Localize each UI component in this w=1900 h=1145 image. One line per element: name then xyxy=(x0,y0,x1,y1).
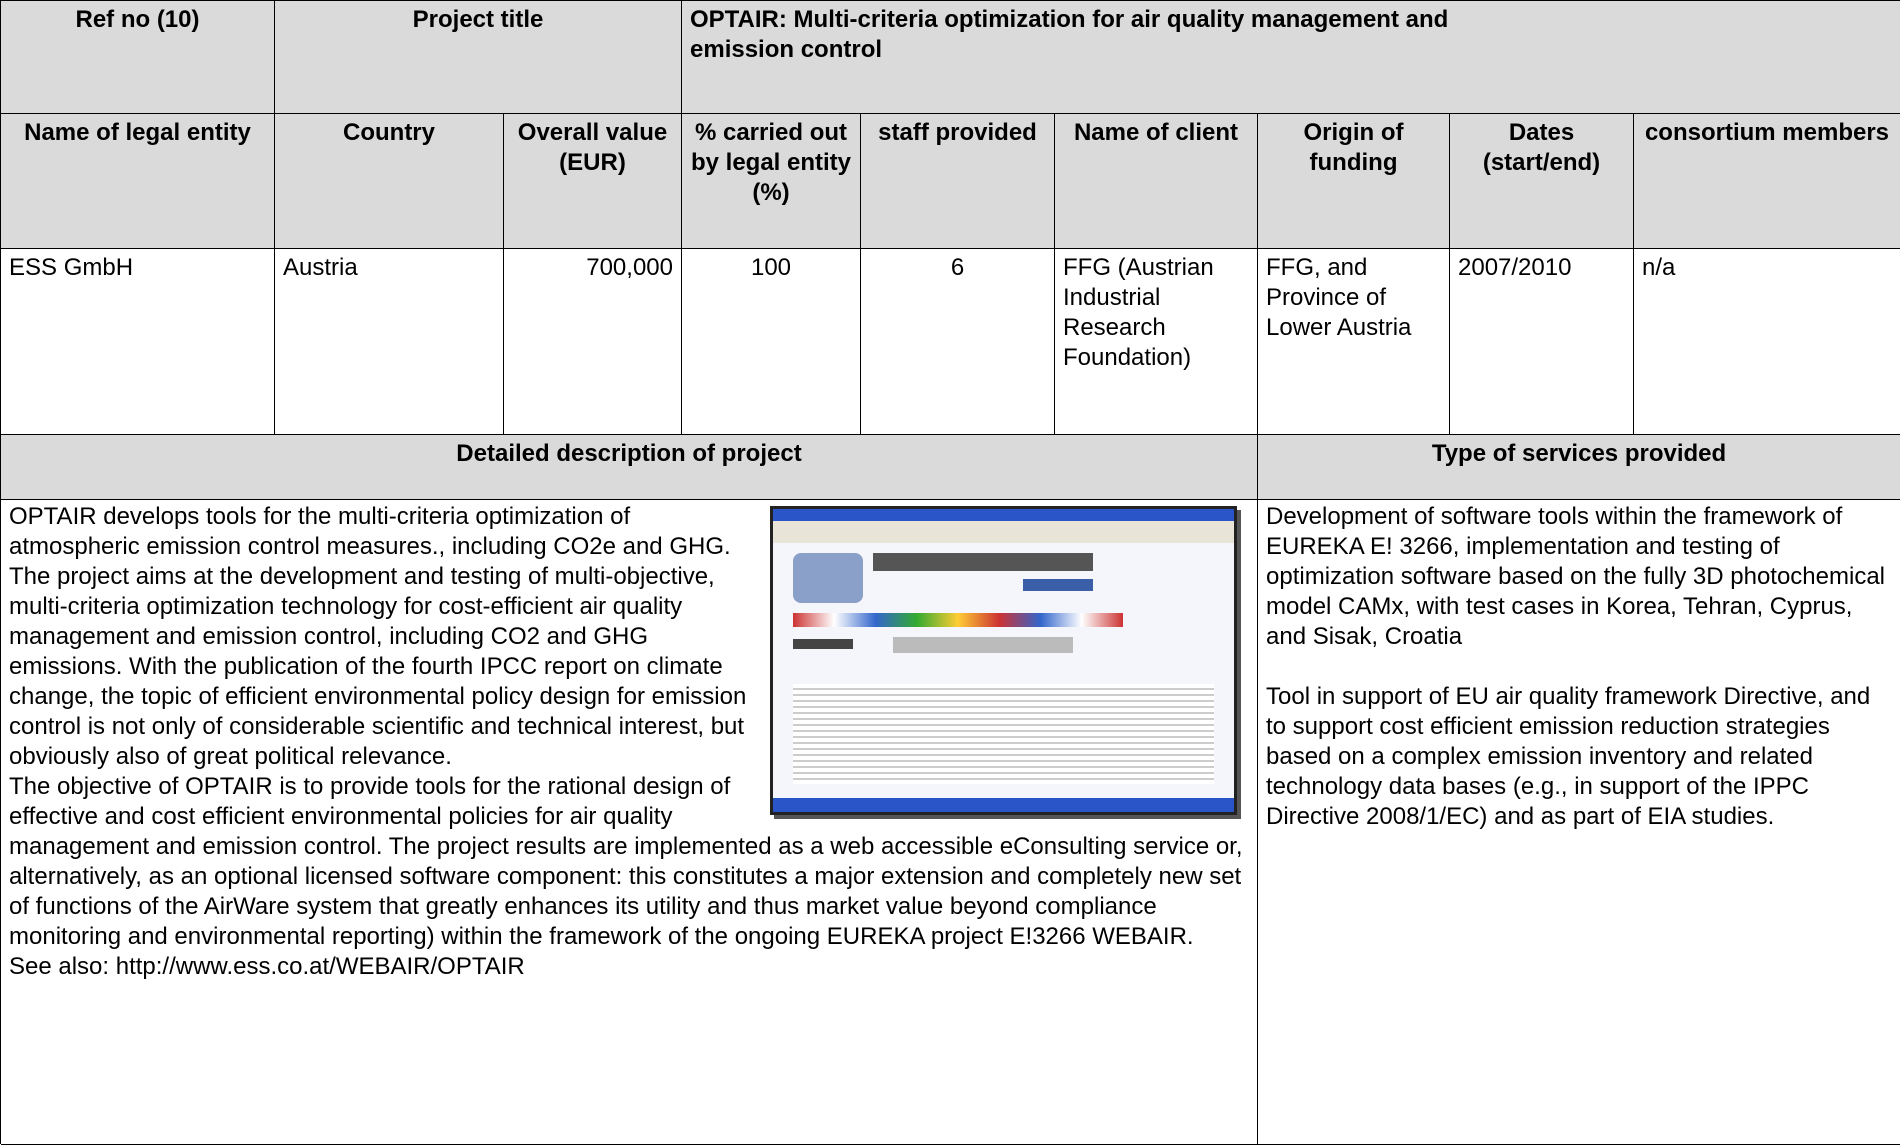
column-header: consortium members xyxy=(1634,114,1900,249)
services-cell: Development of software tools within the… xyxy=(1258,500,1900,1145)
services-paragraph: Tool in support of EU air quality framew… xyxy=(1266,683,1871,830)
description-link: See also: http://www.ess.co.at/WEBAIR/OP… xyxy=(9,953,525,980)
table-cell: 700,000 xyxy=(504,249,682,435)
column-header: staff provided xyxy=(861,114,1055,249)
table-cell: FFG, and Province of Lower Austria xyxy=(1258,249,1450,435)
table-cell: n/a xyxy=(1634,249,1900,435)
description-heading: Detailed description of project xyxy=(1,435,1258,500)
column-header: Name of legal entity xyxy=(1,114,275,249)
services-paragraph: Development of software tools within the… xyxy=(1266,503,1886,650)
table-cell: Austria xyxy=(275,249,504,435)
screenshot-image xyxy=(770,506,1237,815)
column-header: Origin of funding xyxy=(1258,114,1450,249)
table-cell: 6 xyxy=(861,249,1055,435)
ref-label: Ref no (10) xyxy=(1,1,275,114)
project-title: OPTAIR: Multi-criteria optimization for … xyxy=(682,1,1900,114)
title-label: Project title xyxy=(275,1,682,114)
description-paragraph: OPTAIR develops tools for the multi-crit… xyxy=(9,503,747,770)
table-cell: ESS GmbH xyxy=(1,249,275,435)
column-header: Overall value (EUR) xyxy=(504,114,682,249)
services-heading: Type of services provided xyxy=(1258,435,1900,500)
table-cell: 2007/2010 xyxy=(1450,249,1634,435)
column-header: % carried out by legal entity (%) xyxy=(682,114,861,249)
table-cell: FFG (Austrian Industrial Research Founda… xyxy=(1055,249,1258,435)
column-header: Country xyxy=(275,114,504,249)
column-header: Name of client xyxy=(1055,114,1258,249)
column-header: Dates (start/end) xyxy=(1450,114,1634,249)
description-paragraph: The objective of OPTAIR is to provide to… xyxy=(9,773,1243,950)
description-cell: OPTAIR develops tools for the multi-crit… xyxy=(1,500,1258,1145)
table-cell: 100 xyxy=(682,249,861,435)
